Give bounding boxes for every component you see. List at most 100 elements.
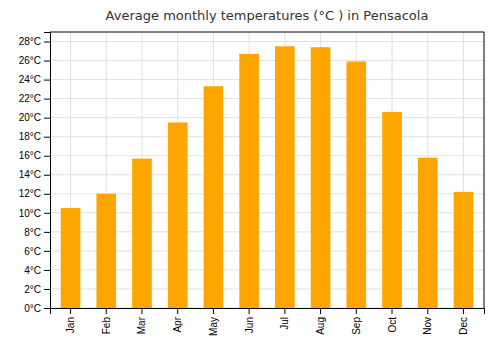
tick: Oct bbox=[387, 308, 398, 333]
tick-label: Apr bbox=[172, 316, 183, 332]
tick: Jul bbox=[279, 308, 290, 330]
tick-label: 4°C bbox=[24, 265, 41, 276]
tick: 20°C bbox=[19, 112, 50, 123]
tick-mark bbox=[44, 99, 50, 100]
tick-label: 26°C bbox=[19, 55, 41, 66]
bar bbox=[311, 47, 331, 308]
plot-frame bbox=[50, 32, 484, 33]
tick-mark bbox=[44, 270, 50, 271]
bar bbox=[382, 112, 402, 308]
tick-mark bbox=[44, 80, 50, 81]
tick-label: Nov bbox=[422, 317, 433, 335]
tick-mark bbox=[427, 308, 428, 314]
tick-label: 6°C bbox=[24, 246, 41, 257]
tick: Sep bbox=[351, 308, 362, 335]
tick: 26°C bbox=[19, 55, 50, 66]
bar bbox=[418, 158, 438, 308]
tick-mark bbox=[44, 42, 50, 43]
tick: 4°C bbox=[24, 265, 50, 276]
chart-container: 0°C 2°C 4°C 6°C 8°C 10°C 12°C 14°C 16°C 18°C 20°C 2… bbox=[0, 0, 500, 350]
tick: Dec bbox=[458, 308, 469, 335]
tick-label: 16°C bbox=[19, 150, 41, 161]
tick: 16°C bbox=[19, 150, 50, 161]
grid bbox=[50, 32, 484, 308]
tick-label: Oct bbox=[387, 317, 398, 333]
grid-line bbox=[50, 98, 484, 99]
grid-line bbox=[50, 155, 484, 156]
bar bbox=[96, 194, 116, 308]
y-axis: 0°C 2°C 4°C 6°C 8°C 10°C 12°C 14°C 16°C 18°C 20°C 2… bbox=[19, 33, 51, 314]
tick: May bbox=[208, 308, 219, 336]
bar bbox=[346, 62, 366, 308]
tick: Feb bbox=[101, 308, 112, 334]
tick-mark bbox=[44, 156, 50, 157]
tick: 0°C bbox=[24, 303, 50, 314]
tick-mark bbox=[284, 308, 285, 314]
bar bbox=[61, 208, 81, 308]
bar bbox=[454, 192, 474, 308]
tick: 14°C bbox=[19, 169, 50, 180]
tick-label: 22°C bbox=[19, 93, 41, 104]
tick: 2°C bbox=[24, 284, 50, 295]
tick-label: 2°C bbox=[24, 284, 41, 295]
tick-label: May bbox=[208, 317, 219, 336]
tick-mark bbox=[44, 308, 50, 309]
tick-label: 28°C bbox=[19, 36, 41, 47]
tick-label: 24°C bbox=[19, 74, 41, 85]
tick-mark bbox=[249, 308, 250, 314]
tick: 18°C bbox=[19, 131, 50, 142]
tick: 6°C bbox=[24, 246, 50, 257]
title: Average monthly temperatures (°C ) in Pe… bbox=[106, 8, 429, 23]
bars bbox=[61, 46, 474, 308]
tick: 12°C bbox=[19, 188, 50, 199]
x-axis: Jan Feb Mar Apr May Jun Jul Aug Sep Oct Nov Dec bbox=[51, 308, 485, 336]
tick-mark bbox=[177, 308, 178, 314]
tick-label: Jan bbox=[65, 317, 76, 333]
tick-mark bbox=[356, 308, 357, 314]
chart-svg: 0°C 2°C 4°C 6°C 8°C 10°C 12°C 14°C 16°C 18°C 20°C 2… bbox=[0, 0, 500, 350]
axis-line bbox=[44, 33, 51, 309]
tick-label: Aug bbox=[315, 317, 326, 335]
tick: Aug bbox=[315, 308, 326, 335]
tick: 24°C bbox=[19, 74, 50, 85]
grid-line bbox=[50, 117, 484, 118]
tick: Nov bbox=[422, 308, 433, 335]
bar bbox=[168, 122, 188, 308]
tick-label: Mar bbox=[136, 316, 147, 334]
bar bbox=[239, 54, 259, 308]
tick-mark bbox=[44, 251, 50, 252]
tick: Mar bbox=[136, 308, 147, 334]
plot-frame bbox=[484, 32, 485, 308]
tick-label: Dec bbox=[458, 317, 469, 335]
tick-mark bbox=[213, 308, 214, 314]
tick-label: 18°C bbox=[19, 131, 41, 142]
grid-line bbox=[50, 136, 484, 137]
grid-line bbox=[50, 41, 484, 42]
tick-label: 12°C bbox=[19, 188, 41, 199]
tick-mark bbox=[44, 213, 50, 214]
plot-area: 0°C 2°C 4°C 6°C 8°C 10°C 12°C 14°C 16°C 18°C 20°C 2… bbox=[19, 32, 485, 336]
axis-line bbox=[51, 309, 485, 315]
tick-label: 10°C bbox=[19, 208, 41, 219]
tick-mark bbox=[44, 232, 50, 233]
tick-mark bbox=[141, 308, 142, 314]
grid-line bbox=[50, 60, 484, 61]
tick: 28°C bbox=[19, 36, 50, 47]
tick-mark bbox=[44, 137, 50, 138]
bar bbox=[204, 86, 224, 308]
tick-mark bbox=[392, 308, 393, 314]
tick-mark bbox=[44, 175, 50, 176]
tick: 10°C bbox=[19, 208, 50, 219]
tick-mark bbox=[44, 194, 50, 195]
grid-line bbox=[50, 79, 484, 80]
bar bbox=[132, 159, 152, 308]
tick-label: Jun bbox=[244, 317, 255, 333]
tick-label: 8°C bbox=[24, 227, 41, 238]
bar bbox=[275, 46, 295, 308]
tick: 22°C bbox=[19, 93, 50, 104]
tick-mark bbox=[106, 308, 107, 314]
tick: Jan bbox=[65, 308, 76, 333]
tick-mark bbox=[44, 289, 50, 290]
tick-mark bbox=[70, 308, 71, 314]
tick-mark bbox=[44, 118, 50, 119]
